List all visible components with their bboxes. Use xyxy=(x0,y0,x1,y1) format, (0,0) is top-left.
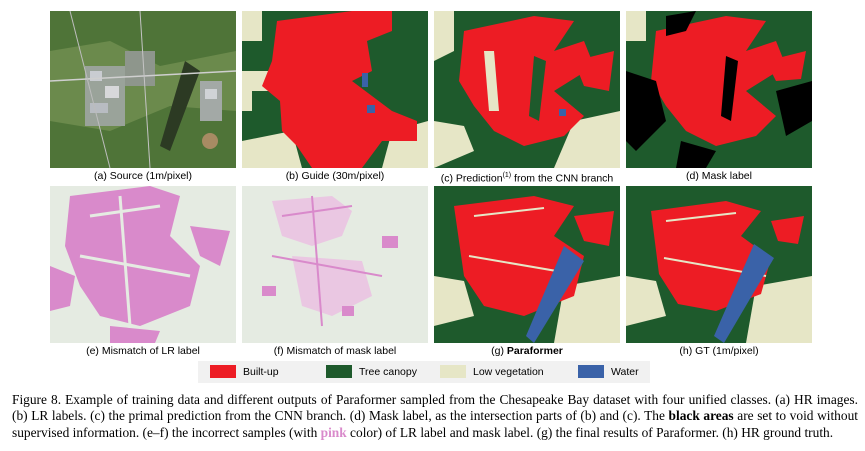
panel-ground-truth xyxy=(626,186,812,343)
caption-ground-truth: (h) GT (1m/pixel) xyxy=(623,345,815,357)
legend-item-tree-canopy: Tree canopy xyxy=(326,365,417,378)
caption-text: (f) Mismatch of mask label xyxy=(273,345,397,357)
legend-item-water: Water xyxy=(578,365,639,378)
legend-swatch xyxy=(578,365,604,378)
legend-item-low-vegetation: Low vegetation xyxy=(440,365,544,378)
caption-guide: (b) Guide (30m/pixel) xyxy=(239,170,431,182)
panel-prediction xyxy=(434,11,620,168)
panel-paraformer xyxy=(434,186,620,343)
mismatch-lr-map xyxy=(50,186,236,343)
mask-label-map xyxy=(626,11,812,168)
caption-bold: Paraformer xyxy=(506,345,563,357)
caption-part-3: color) of LR label and mask label. (g) t… xyxy=(346,424,834,440)
legend-label: Built-up xyxy=(243,365,279,378)
caption-text: (d) Mask label xyxy=(686,170,752,182)
legend-swatch xyxy=(210,365,236,378)
caption-text: (e) Mismatch of LR label xyxy=(86,345,200,357)
caption-superscript: (1) xyxy=(502,172,512,179)
legend-swatch xyxy=(326,365,352,378)
caption-text: (h) GT (1m/pixel) xyxy=(679,345,759,357)
caption-text: (c) Prediction xyxy=(440,172,503,185)
panel-guide xyxy=(242,11,428,168)
guide-lr-label-map xyxy=(242,11,428,168)
caption-prediction: (c) Prediction(1) from the CNN branch xyxy=(431,170,623,185)
caption-pink-word: pink xyxy=(320,424,347,440)
caption-source: (a) Source (1m/pixel) xyxy=(47,170,239,182)
panel-mismatch-lr xyxy=(50,186,236,343)
legend-label: Water xyxy=(611,365,639,378)
caption-part-2: are set to void without supervised infor… xyxy=(12,408,858,440)
paraformer-result-map xyxy=(434,186,620,343)
caption-mismatch-lr: (e) Mismatch of LR label xyxy=(47,345,239,357)
caption-text: (g) xyxy=(491,345,507,357)
caption-part-1: Figure 8. Example of training data and d… xyxy=(12,392,858,424)
caption-bold-black-areas: black areas xyxy=(668,408,734,424)
prediction-cnn-map xyxy=(434,11,620,168)
class-legend: Built-up Tree canopy Low vegetation Wate… xyxy=(198,361,650,383)
caption-text-post: from the CNN branch xyxy=(511,172,614,185)
caption-text: (b) Guide (30m/pixel) xyxy=(285,170,385,182)
panel-source-image xyxy=(50,11,236,168)
source-aerial-image xyxy=(50,11,236,168)
legend-label: Tree canopy xyxy=(359,365,417,378)
ground-truth-map xyxy=(626,186,812,343)
legend-item-builtup: Built-up xyxy=(210,365,279,378)
panel-mask-label xyxy=(626,11,812,168)
legend-label: Low vegetation xyxy=(473,365,544,378)
legend-swatch xyxy=(440,365,466,378)
caption-mask-label: (d) Mask label xyxy=(623,170,815,182)
caption-mismatch-mask: (f) Mismatch of mask label xyxy=(239,345,431,357)
caption-paraformer: (g) Paraformer xyxy=(431,345,623,357)
panel-mismatch-mask xyxy=(242,186,428,343)
caption-text: (a) Source (1m/pixel) xyxy=(93,170,193,182)
mismatch-mask-map xyxy=(242,186,428,343)
figure-caption: Figure 8. Example of training data and d… xyxy=(12,392,858,441)
